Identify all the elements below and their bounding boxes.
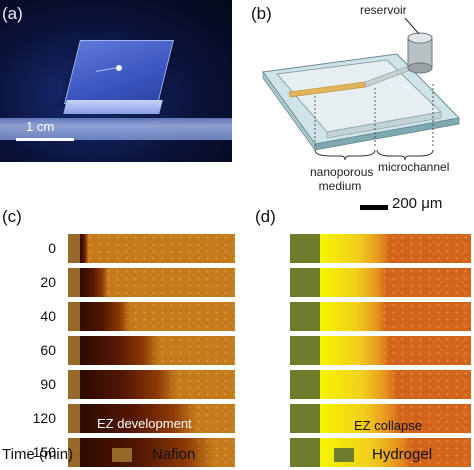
exclusion-zone — [320, 404, 400, 433]
panel-b-schematic — [262, 17, 461, 161]
nafion-region — [68, 438, 80, 467]
caption-c: EZ development — [97, 416, 192, 431]
exclusion-zone — [80, 234, 88, 263]
exclusion-zone — [320, 370, 397, 399]
fluorescence-strip-d — [289, 403, 472, 434]
time-label: 120 — [32, 410, 56, 426]
fluorescence-strip-d — [289, 335, 472, 366]
panel-a-photo: 1 cm — [0, 0, 232, 162]
panel-b-label: (b) — [251, 4, 272, 23]
exclusion-zone — [80, 438, 213, 467]
pdms-front — [326, 111, 442, 139]
nafion-region — [68, 302, 80, 331]
legend-hydrogel-label: Hydrogel — [372, 446, 433, 463]
exclusion-zone — [80, 302, 130, 331]
nafion-region — [68, 336, 80, 365]
time-label: 150 — [32, 444, 56, 460]
brace-nanoporous — [314, 149, 376, 161]
fluorescence-strip-d — [289, 437, 472, 468]
brace-microchannel — [376, 149, 434, 161]
hydrogel-region — [290, 302, 320, 331]
nafion-region — [68, 404, 80, 433]
particle-specks — [68, 234, 235, 263]
reservoir-bottom — [407, 62, 433, 74]
hydrogel-region — [290, 234, 320, 263]
panel-c-label: (c) — [2, 207, 22, 226]
time-axis-label: Time (min) — [2, 446, 74, 463]
nafion-region — [68, 370, 80, 399]
fluorescence-strip-c — [67, 369, 236, 400]
time-label: 90 — [40, 376, 56, 392]
fluorescence-strip-d — [289, 233, 472, 264]
scale-label-d: 200 μm — [392, 195, 443, 212]
hydrogel-region — [290, 438, 320, 467]
fluorescence-strip-c — [67, 335, 236, 366]
reservoir-hole — [116, 65, 122, 71]
time-label: 20 — [40, 274, 56, 290]
nanoporous-label-line1: nanoporous — [310, 165, 374, 179]
reservoir-pointer — [404, 17, 420, 35]
hydrogel-region — [290, 370, 320, 399]
nanoporous-label-line2: medium — [318, 179, 362, 193]
exclusion-zone — [80, 370, 177, 399]
legend-nafion-swatch — [112, 448, 132, 462]
fluorescence-strip-d — [289, 267, 472, 298]
exclusion-zone — [80, 336, 159, 365]
fluorescence-strip-c — [67, 437, 236, 468]
exclusion-zone — [80, 268, 108, 297]
nafion-region — [68, 234, 80, 263]
time-label: 40 — [40, 308, 56, 324]
legend-nafion-label: Nafion — [152, 446, 196, 463]
time-label: 60 — [40, 342, 56, 358]
exclusion-zone — [80, 404, 196, 433]
microchannel-label: microchannel — [378, 160, 450, 174]
time-label: 0 — [48, 240, 56, 256]
fluorescence-strip-d — [289, 301, 472, 332]
hydrogel-region — [290, 404, 320, 433]
hydrogel-region — [290, 268, 320, 297]
fluorescence-strip-c — [67, 403, 236, 434]
exclusion-zone — [320, 302, 387, 331]
scale-bar-d — [360, 205, 388, 210]
exclusion-zone — [320, 234, 390, 263]
fluorescence-strip-c — [67, 301, 236, 332]
nafion-region — [68, 268, 80, 297]
caption-d: EZ collapse — [354, 418, 422, 433]
hydrogel-region — [290, 336, 320, 365]
fluorescence-strip-c — [67, 233, 236, 264]
scale-label-a: 1 cm — [26, 119, 55, 134]
fluorescence-strip-c — [67, 267, 236, 298]
pdms-chip-edge — [63, 100, 163, 114]
exclusion-zone — [320, 336, 390, 365]
fluorescence-strip-d — [289, 369, 472, 400]
exclusion-zone — [320, 268, 387, 297]
panel-d-label: (d) — [255, 207, 276, 226]
nanoporous-label: nanoporous medium — [310, 165, 374, 193]
pdms-chip — [64, 40, 174, 104]
reservoir-top — [407, 32, 433, 44]
panel-a-label: (a) — [2, 4, 23, 23]
scale-bar-a — [16, 138, 74, 141]
reservoir-label: reservoir — [360, 3, 407, 17]
legend-hydrogel-swatch — [334, 448, 354, 462]
